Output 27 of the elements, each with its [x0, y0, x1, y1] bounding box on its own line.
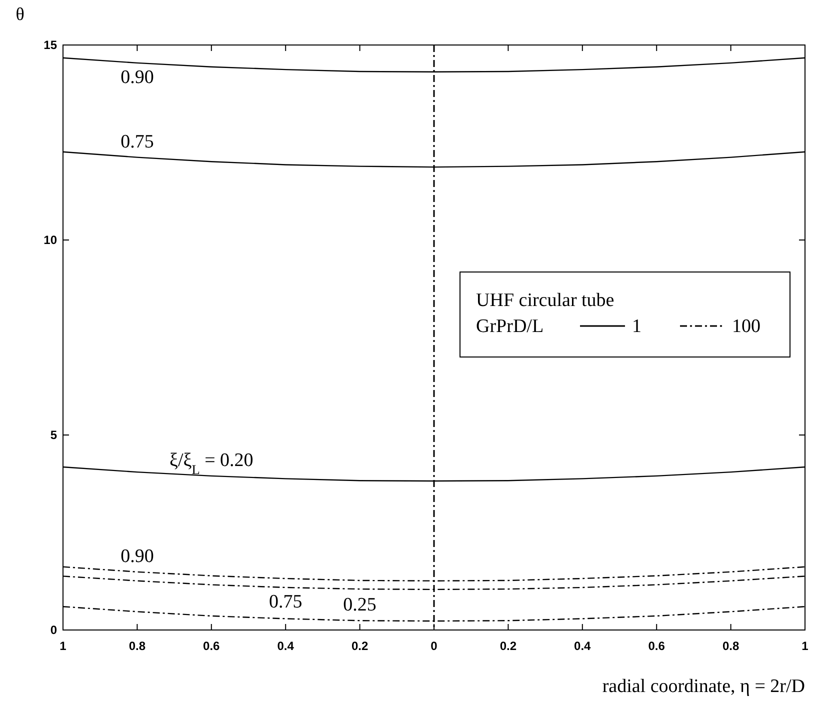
annotation: ξ/ξ$_{L}$ = 0.20 [169, 450, 254, 476]
x-tick-label: 0.6 [203, 639, 220, 653]
annotation: 0.75 [120, 131, 154, 152]
y-axis-title: θ [16, 4, 24, 24]
x-tick-label: 0.6 [648, 639, 666, 653]
x-tick-label: 1 [802, 639, 809, 653]
annotation: 0.75 [268, 592, 302, 613]
annotation: 0.90 [120, 546, 154, 567]
y-tick-label: 5 [50, 428, 58, 442]
x-tick-label: 0.2 [500, 639, 517, 653]
x-tick-label: 0 [430, 639, 438, 653]
y-tick-label: 15 [44, 38, 58, 52]
x-tick-label: 0.8 [722, 639, 740, 653]
x-axis-title: radial coordinate, η = 2r/D [602, 676, 805, 697]
x-tick-label: 0.4 [574, 639, 592, 653]
annotation: GrPrD/L [476, 316, 544, 337]
annotation: 0.90 [120, 67, 154, 88]
legend-label: 100 [732, 316, 760, 337]
x-tick-label: 0.8 [128, 639, 146, 653]
x-tick-label: 0.4 [277, 639, 294, 653]
x-tick-label: 1 [60, 639, 67, 653]
y-tick-label: 0 [50, 623, 58, 638]
legend-title: UHF circular tube [476, 290, 614, 311]
y-tick-label: 10 [44, 233, 58, 248]
annotation: 0.25 [343, 594, 376, 616]
x-tick-label: 0.2 [351, 639, 368, 653]
legend-label: 1 [632, 316, 642, 337]
